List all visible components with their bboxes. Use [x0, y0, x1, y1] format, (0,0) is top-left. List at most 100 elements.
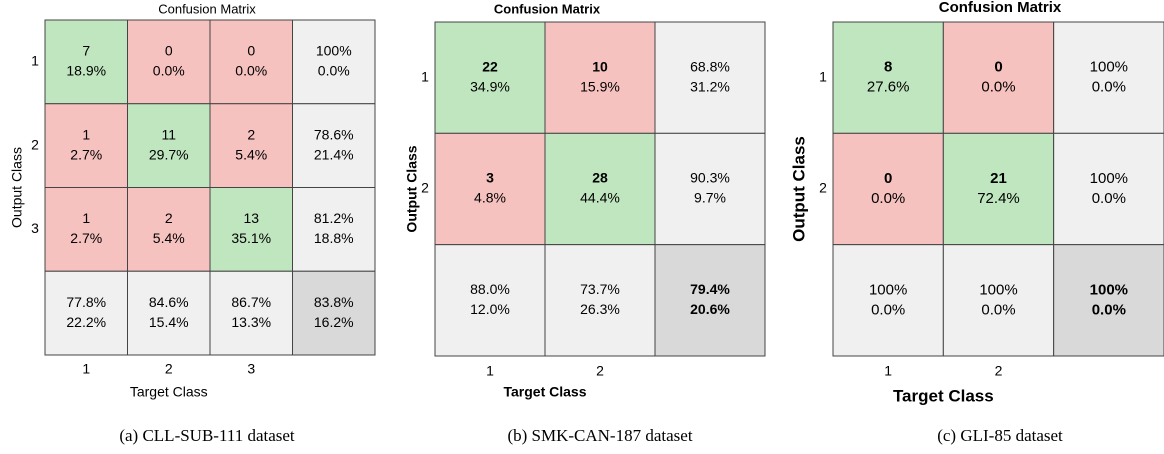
row-summary [292, 187, 376, 272]
cell [434, 21, 546, 134]
x-axis-label: Target Class [893, 386, 994, 405]
row-summary [654, 21, 766, 134]
col-summary-bottom: 15.4% [149, 314, 189, 330]
matrix-title: Confusion Matrix [158, 1, 256, 16]
row-summary-bottom: 31.2% [690, 78, 730, 94]
total [654, 244, 766, 357]
y-tick-label: 1 [31, 53, 39, 69]
caption: (b) SMK-CAN-187 dataset [507, 426, 692, 445]
total-top: 83.8% [314, 294, 354, 310]
cell-bottom: 0.0% [871, 190, 905, 207]
col-summary-bottom: 12.0% [470, 301, 510, 317]
row-summary-top: 78.6% [314, 126, 354, 142]
y-tick-label: 2 [819, 180, 827, 196]
matrix-title: Confusion Matrix [939, 0, 1062, 16]
cell-top: 2 [247, 126, 255, 142]
cell-top: 21 [990, 170, 1007, 187]
cell-bottom: 72.4% [977, 190, 1020, 207]
row-summary-top: 68.8% [690, 58, 730, 74]
confusion-matrix: Confusion Matrix827.6%00.0%00.0%2172.4%1… [789, 0, 1164, 445]
cell-bottom: 4.8% [474, 190, 506, 206]
total-top: 79.4% [690, 281, 730, 297]
cell [942, 132, 1055, 246]
row-summary-bottom: 9.7% [694, 190, 726, 206]
cell-top: 0 [247, 43, 255, 59]
x-tick-label: 2 [165, 361, 173, 377]
total-bottom: 16.2% [314, 314, 354, 330]
row-summary-bottom: 21.4% [314, 146, 354, 162]
row-summary-top: 100% [316, 43, 352, 59]
total-top: 100% [1090, 281, 1128, 298]
y-tick-label: 1 [421, 68, 429, 84]
col-summary-bottom: 22.2% [66, 314, 106, 330]
col-summary-bottom: 0.0% [871, 301, 905, 318]
cell [544, 132, 656, 246]
cell [544, 21, 656, 134]
cell-bottom: 0.0% [153, 63, 185, 79]
col-summary-top: 73.7% [580, 281, 620, 297]
cell [209, 19, 293, 105]
y-tick-label: 2 [421, 180, 429, 196]
row-summary-bottom: 0.0% [318, 63, 350, 79]
row-summary-bottom: 0.0% [1092, 79, 1126, 96]
cell-bottom: 0.0% [235, 63, 267, 79]
cell-top: 22 [482, 58, 498, 74]
col-summary-top: 100% [979, 281, 1017, 298]
col-summary-top: 77.8% [66, 294, 106, 310]
cell [127, 187, 211, 272]
cell [44, 103, 128, 188]
col-summary [127, 270, 211, 356]
row-summary [654, 132, 766, 246]
cell-top: 0 [165, 43, 173, 59]
y-tick-label: 1 [819, 68, 827, 84]
col-summary-bottom: 0.0% [981, 301, 1015, 318]
cell-bottom: 5.4% [235, 146, 267, 162]
col-summary-top: 88.0% [470, 281, 510, 297]
col-summary-bottom: 13.3% [231, 314, 271, 330]
cell-top: 7 [82, 43, 90, 59]
x-tick-label: 1 [486, 363, 494, 379]
cell-bottom: 2.7% [70, 230, 102, 246]
col-summary-bottom: 26.3% [580, 301, 620, 317]
x-axis-label: Target Class [504, 384, 587, 400]
col-summary [434, 244, 546, 357]
x-axis-label: Target Class [130, 384, 208, 400]
row-summary-top: 81.2% [314, 210, 354, 226]
cell-bottom: 34.9% [470, 78, 510, 94]
cell-top: 13 [243, 210, 259, 226]
x-tick-label: 2 [596, 363, 604, 379]
cell [942, 21, 1055, 134]
cell-top: 11 [161, 126, 176, 142]
y-axis-label: Output Class [789, 136, 808, 242]
col-summary-top: 100% [869, 281, 907, 298]
caption: (a) CLL-SUB-111 dataset [119, 426, 295, 445]
cell-bottom: 27.6% [867, 79, 910, 96]
x-tick-label: 1 [82, 361, 90, 377]
cell-bottom: 0.0% [981, 79, 1015, 96]
y-axis-label: Output Class [404, 145, 420, 232]
row-summary-bottom: 0.0% [1092, 190, 1126, 207]
cell-top: 0 [994, 59, 1002, 76]
total-bottom: 20.6% [690, 301, 730, 317]
cell-bottom: 35.1% [231, 230, 271, 246]
row-summary [1053, 132, 1164, 246]
y-axis-label: Output Class [9, 147, 25, 228]
caption: (c) GLI-85 dataset [937, 426, 1063, 445]
cell-top: 1 [82, 210, 90, 226]
cell-top: 10 [592, 58, 608, 74]
cell-top: 1 [82, 126, 90, 142]
cell-top: 8 [884, 59, 892, 76]
cell [44, 19, 128, 105]
total [292, 270, 376, 356]
y-tick-label: 3 [31, 220, 39, 236]
cell-top: 2 [165, 210, 173, 226]
total-bottom: 0.0% [1092, 301, 1126, 318]
cell [832, 132, 944, 246]
row-summary [292, 103, 376, 188]
col-summary-top: 86.7% [231, 294, 271, 310]
cell-bottom: 44.4% [580, 190, 620, 206]
row-summary-top: 100% [1090, 59, 1128, 76]
cell [434, 132, 546, 246]
cell-top: 0 [884, 170, 892, 187]
